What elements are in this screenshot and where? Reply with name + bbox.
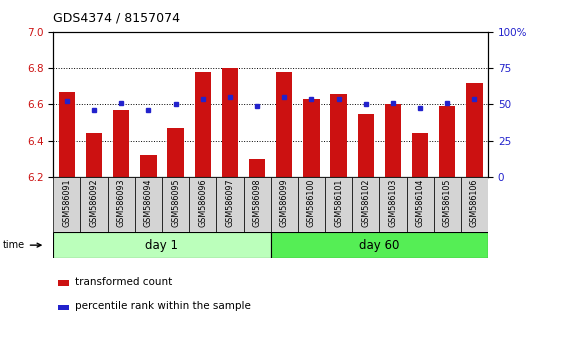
Text: GSM586100: GSM586100 [307, 179, 316, 227]
Bar [113, 110, 130, 177]
Text: GSM586094: GSM586094 [144, 179, 153, 227]
Text: GSM586097: GSM586097 [226, 179, 234, 227]
Text: time: time [3, 240, 41, 250]
Bar [86, 133, 102, 177]
Bar [357, 114, 374, 177]
Bar [352, 177, 379, 232]
Bar [80, 177, 108, 232]
Text: GDS4374 / 8157074: GDS4374 / 8157074 [53, 12, 180, 25]
Bar [243, 177, 270, 232]
Bar [276, 72, 292, 177]
Text: GSM586104: GSM586104 [416, 179, 425, 227]
Text: day 60: day 60 [359, 239, 399, 252]
Bar [466, 83, 482, 177]
Bar [407, 177, 434, 232]
Bar [379, 177, 407, 232]
Text: GSM586098: GSM586098 [252, 179, 261, 227]
Bar [222, 68, 238, 177]
Bar [434, 177, 461, 232]
Bar [53, 232, 270, 258]
Bar [167, 128, 183, 177]
Bar [53, 177, 80, 232]
Bar [135, 177, 162, 232]
Bar [270, 232, 488, 258]
Text: GSM586103: GSM586103 [388, 179, 397, 227]
Bar [304, 99, 320, 177]
Bar [140, 155, 157, 177]
Bar [412, 133, 428, 177]
Text: GSM586105: GSM586105 [443, 179, 452, 227]
Bar [385, 104, 401, 177]
Text: GSM586092: GSM586092 [90, 179, 99, 227]
Bar [195, 72, 211, 177]
Bar [58, 280, 68, 286]
Text: GSM586101: GSM586101 [334, 179, 343, 227]
Text: day 1: day 1 [145, 239, 178, 252]
Bar [270, 177, 298, 232]
Text: GSM586096: GSM586096 [198, 179, 207, 227]
Bar [439, 106, 456, 177]
Bar [59, 92, 75, 177]
Bar [325, 177, 352, 232]
Bar [330, 93, 347, 177]
Bar [108, 177, 135, 232]
Text: GSM586106: GSM586106 [470, 179, 479, 227]
Bar [217, 177, 243, 232]
Text: GSM586091: GSM586091 [62, 179, 71, 227]
Bar [162, 177, 189, 232]
Text: GSM586095: GSM586095 [171, 179, 180, 227]
Bar [189, 177, 217, 232]
Text: percentile rank within the sample: percentile rank within the sample [75, 301, 251, 311]
Text: GSM586093: GSM586093 [117, 179, 126, 227]
Bar [249, 159, 265, 177]
Bar [298, 177, 325, 232]
Text: GSM586102: GSM586102 [361, 179, 370, 227]
Text: GSM586099: GSM586099 [280, 179, 289, 227]
Bar [461, 177, 488, 232]
Bar [58, 304, 68, 310]
Text: transformed count: transformed count [75, 277, 172, 287]
